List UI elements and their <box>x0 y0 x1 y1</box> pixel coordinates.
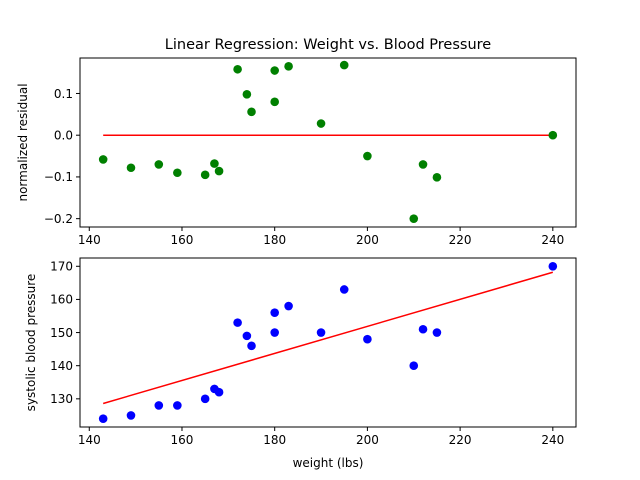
bp-data-point <box>98 414 108 424</box>
residual-data-point <box>242 90 252 99</box>
bp-x-tick-label: 240 <box>541 433 564 447</box>
bp-y-axis: 130 140 150 160 170 <box>50 260 80 406</box>
bp-plot-area <box>98 261 558 424</box>
bp-data-point <box>270 328 279 337</box>
bp-y-tick-label: 140 <box>50 359 73 373</box>
residual-data-point <box>548 130 558 140</box>
bp-x-tick-label: 140 <box>78 433 101 447</box>
residual-x-tick-label: 160 <box>171 233 194 247</box>
residual-x-tick-label: 220 <box>449 233 472 247</box>
bp-data-point <box>247 341 256 351</box>
residual-data-point <box>363 151 372 161</box>
bp-data-point <box>242 331 252 341</box>
bp-data-point <box>409 361 419 370</box>
bp-data-point <box>154 401 164 410</box>
bp-y-tick-label: 130 <box>50 392 73 406</box>
residual-data-point <box>432 173 442 182</box>
bp-data-point <box>432 328 442 337</box>
bp-y-tick-label: 150 <box>50 326 73 340</box>
residual-y-tick-label: −0.2 <box>44 212 73 226</box>
bp-data-point <box>284 301 293 311</box>
residual-data-point <box>154 160 164 169</box>
bp-x-axis: 140 160 180 200 220 240 <box>78 427 564 447</box>
residual-y-axis: 0.1 0.0 −0.1 −0.2 <box>44 87 80 226</box>
bp-x-tick-label: 200 <box>356 433 379 447</box>
residual-data-point <box>214 166 224 176</box>
residual-x-tick-label: 200 <box>356 233 379 247</box>
bp-y-tick-label: 170 <box>50 260 73 274</box>
residual-data-point <box>409 214 419 223</box>
bp-plot: 140 160 180 200 220 240 130 140 150 160 170 systo… <box>24 257 577 470</box>
residual-plot-area <box>98 60 558 223</box>
bp-data-point <box>200 394 210 404</box>
bp-data-point <box>214 387 224 397</box>
residual-y-tick-label: 0.1 <box>54 87 73 101</box>
bp-data-point <box>270 308 279 317</box>
residual-data-point <box>339 60 349 70</box>
residual-y-tick-label: −0.1 <box>44 170 73 184</box>
residual-data-point <box>98 155 108 164</box>
residual-data-point <box>173 168 182 178</box>
residual-data-point <box>316 119 326 128</box>
residual-data-point <box>126 163 136 173</box>
residual-x-tick-label: 140 <box>78 233 101 247</box>
bp-data-point <box>363 334 372 344</box>
bp-x-tick-label: 220 <box>449 433 472 447</box>
residual-data-point <box>270 97 279 107</box>
bp-data-point <box>548 261 558 271</box>
bp-fit-line <box>102 271 554 405</box>
residual-data-point <box>233 64 242 74</box>
bp-data-point <box>126 411 136 420</box>
bp-data-point <box>339 285 349 294</box>
bp-plot-frame <box>79 257 577 428</box>
residual-data-point <box>210 159 219 168</box>
bp-x-axis-label: weight (lbs) <box>293 456 364 470</box>
residual-data-point <box>284 62 293 71</box>
residual-data-point <box>418 160 428 169</box>
bp-y-tick-label: 160 <box>50 293 73 307</box>
bp-data-point <box>173 401 182 410</box>
bp-data-point <box>233 318 242 327</box>
residual-x-tick-label: 240 <box>541 233 564 247</box>
bp-y-axis-label: systolic blood pressure <box>24 274 38 412</box>
residual-x-tick-label: 180 <box>263 233 286 247</box>
residual-y-axis-label: normalized residual <box>16 83 30 201</box>
figure-title: Linear Regression: Weight vs. Blood Pres… <box>165 37 491 53</box>
bp-data-point <box>418 324 428 334</box>
bp-x-tick-label: 160 <box>171 433 194 447</box>
residual-data-point <box>200 170 210 180</box>
bp-data-point <box>316 328 326 337</box>
residual-data-point <box>247 107 256 117</box>
residual-plot: 140 160 180 200 220 240 0.1 0.0 −0.1 −0.2 normal… <box>16 57 577 247</box>
bp-x-tick-label: 180 <box>263 433 286 447</box>
residual-data-point <box>270 66 279 75</box>
residual-x-axis: 140 160 180 200 220 240 <box>78 227 564 247</box>
residual-y-tick-label: 0.0 <box>54 128 73 142</box>
residual-plot-frame <box>79 57 577 228</box>
